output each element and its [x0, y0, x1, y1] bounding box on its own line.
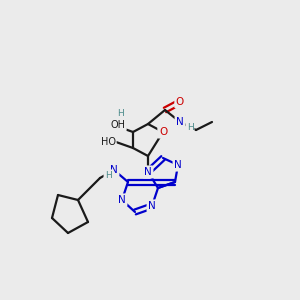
Text: O: O — [176, 97, 184, 107]
Text: H: H — [105, 170, 111, 179]
Text: N: N — [110, 165, 118, 175]
Text: N: N — [148, 201, 156, 211]
Text: H: H — [187, 124, 194, 133]
Text: N: N — [174, 160, 182, 170]
Text: N: N — [176, 117, 184, 127]
Text: N: N — [144, 167, 152, 177]
Text: N: N — [118, 195, 126, 205]
Text: HO: HO — [100, 137, 116, 147]
Text: O: O — [159, 127, 167, 137]
Text: OH: OH — [110, 120, 125, 130]
Text: H: H — [117, 109, 123, 118]
